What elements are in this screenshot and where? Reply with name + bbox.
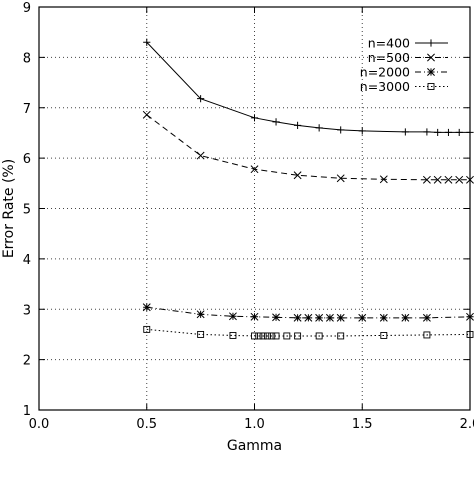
data-point-n-500: [433, 175, 442, 184]
y-tick-label: 8: [23, 51, 31, 66]
data-point-n-2000: [379, 313, 388, 322]
data-point-n-2000: [272, 313, 281, 322]
y-tick-label: 6: [23, 152, 31, 167]
data-point-n-3000: [229, 331, 237, 339]
data-point-n-400: [272, 118, 280, 126]
series-n-3000: [143, 325, 474, 340]
y-tick-label: 9: [23, 1, 31, 16]
data-point-n-2000: [401, 313, 410, 322]
data-point-n-400: [337, 126, 345, 134]
data-point-n-2000: [422, 313, 431, 322]
data-point-n-400: [455, 128, 463, 137]
data-point-n-3000: [259, 332, 267, 340]
data-point-n-400: [250, 114, 259, 122]
data-point-n-2000: [293, 313, 302, 322]
data-point-n-2000: [315, 313, 324, 322]
data-point-n-2000: [358, 313, 367, 322]
legend-label-n-500: n=500: [368, 50, 410, 65]
data-point-n-500: [336, 174, 345, 183]
y-tick-label: 2: [23, 354, 31, 369]
data-point-n-2000: [466, 312, 474, 321]
legend-marker-n-2000: [427, 68, 435, 76]
series-group: [142, 38, 474, 340]
series-n-500: [142, 110, 474, 184]
data-point-n-400: [434, 128, 442, 137]
legend-marker-n-3000: [427, 83, 435, 90]
data-point-n-3000: [197, 330, 205, 338]
y-axis-title: Error Rate (%): [1, 159, 17, 258]
data-point-n-3000: [423, 331, 431, 339]
data-point-n-2000: [250, 312, 259, 321]
data-point-n-3000: [143, 325, 151, 333]
data-point-n-500: [466, 175, 474, 184]
data-point-n-3000: [255, 332, 263, 340]
series-n-2000: [142, 303, 474, 322]
data-point-n-400: [358, 127, 366, 135]
legend-marker-n-400: [427, 39, 435, 47]
x-tick-label: 1.5: [352, 417, 373, 432]
y-tick-label: 7: [23, 102, 31, 117]
data-point-n-3000: [251, 332, 258, 340]
legend-label-n-2000: n=2000: [360, 65, 410, 80]
data-point-n-500: [379, 175, 388, 184]
axes: 0.0 0.5 1.0 1.5 2.0 1 2 3 4 5 6 7 8 9: [23, 1, 474, 432]
series-line-n-400: [146, 41, 470, 133]
y-tick-label: 3: [23, 303, 31, 318]
data-point-n-3000: [294, 332, 302, 340]
x-axis-title: Gamma: [227, 438, 282, 454]
data-point-n-2000: [142, 303, 151, 312]
data-point-n-2000: [196, 310, 205, 319]
data-point-n-400: [294, 121, 302, 129]
data-point-n-500: [422, 175, 431, 184]
y-tick-label: 5: [23, 203, 31, 218]
data-point-n-500: [142, 110, 151, 119]
data-point-n-2000: [304, 313, 313, 322]
data-point-n-500: [250, 165, 259, 174]
data-point-n-3000: [466, 330, 474, 338]
data-point-n-3000: [272, 332, 280, 340]
x-tick-label: 2.0: [460, 417, 474, 432]
y-tick-label: 1: [23, 404, 31, 419]
data-point-n-2000: [336, 313, 345, 322]
data-point-n-3000: [263, 332, 271, 340]
series-line-n-500: [146, 114, 470, 181]
data-point-n-500: [455, 175, 464, 184]
data-point-n-3000: [283, 332, 291, 340]
data-point-n-400: [143, 38, 151, 46]
data-point-n-400: [423, 128, 431, 136]
legend-label-n-400: n=400: [368, 36, 410, 51]
series-line-n-3000: [146, 328, 471, 337]
y-tick-label: 4: [23, 253, 31, 268]
data-point-n-500: [444, 175, 453, 184]
series-n-400: [143, 38, 474, 137]
data-point-n-3000: [315, 332, 323, 340]
data-point-n-3000: [337, 332, 345, 340]
data-point-n-500: [196, 151, 205, 160]
x-tick-label: 0.0: [29, 417, 50, 432]
data-point-n-500: [293, 171, 302, 180]
data-point-n-400: [466, 128, 474, 137]
data-point-n-3000: [380, 331, 388, 339]
legend-label-n-3000: n=3000: [360, 79, 410, 94]
data-point-n-400: [444, 128, 453, 137]
legend-marker-n-500: [427, 53, 435, 62]
data-point-n-3000: [268, 332, 276, 340]
data-point-n-400: [197, 95, 205, 103]
data-point-n-400: [401, 128, 409, 136]
data-point-n-400: [315, 124, 323, 132]
data-point-n-2000: [228, 312, 237, 321]
x-tick-label: 1.0: [244, 417, 265, 432]
data-point-n-2000: [325, 313, 334, 322]
x-tick-label: 0.5: [136, 417, 157, 432]
